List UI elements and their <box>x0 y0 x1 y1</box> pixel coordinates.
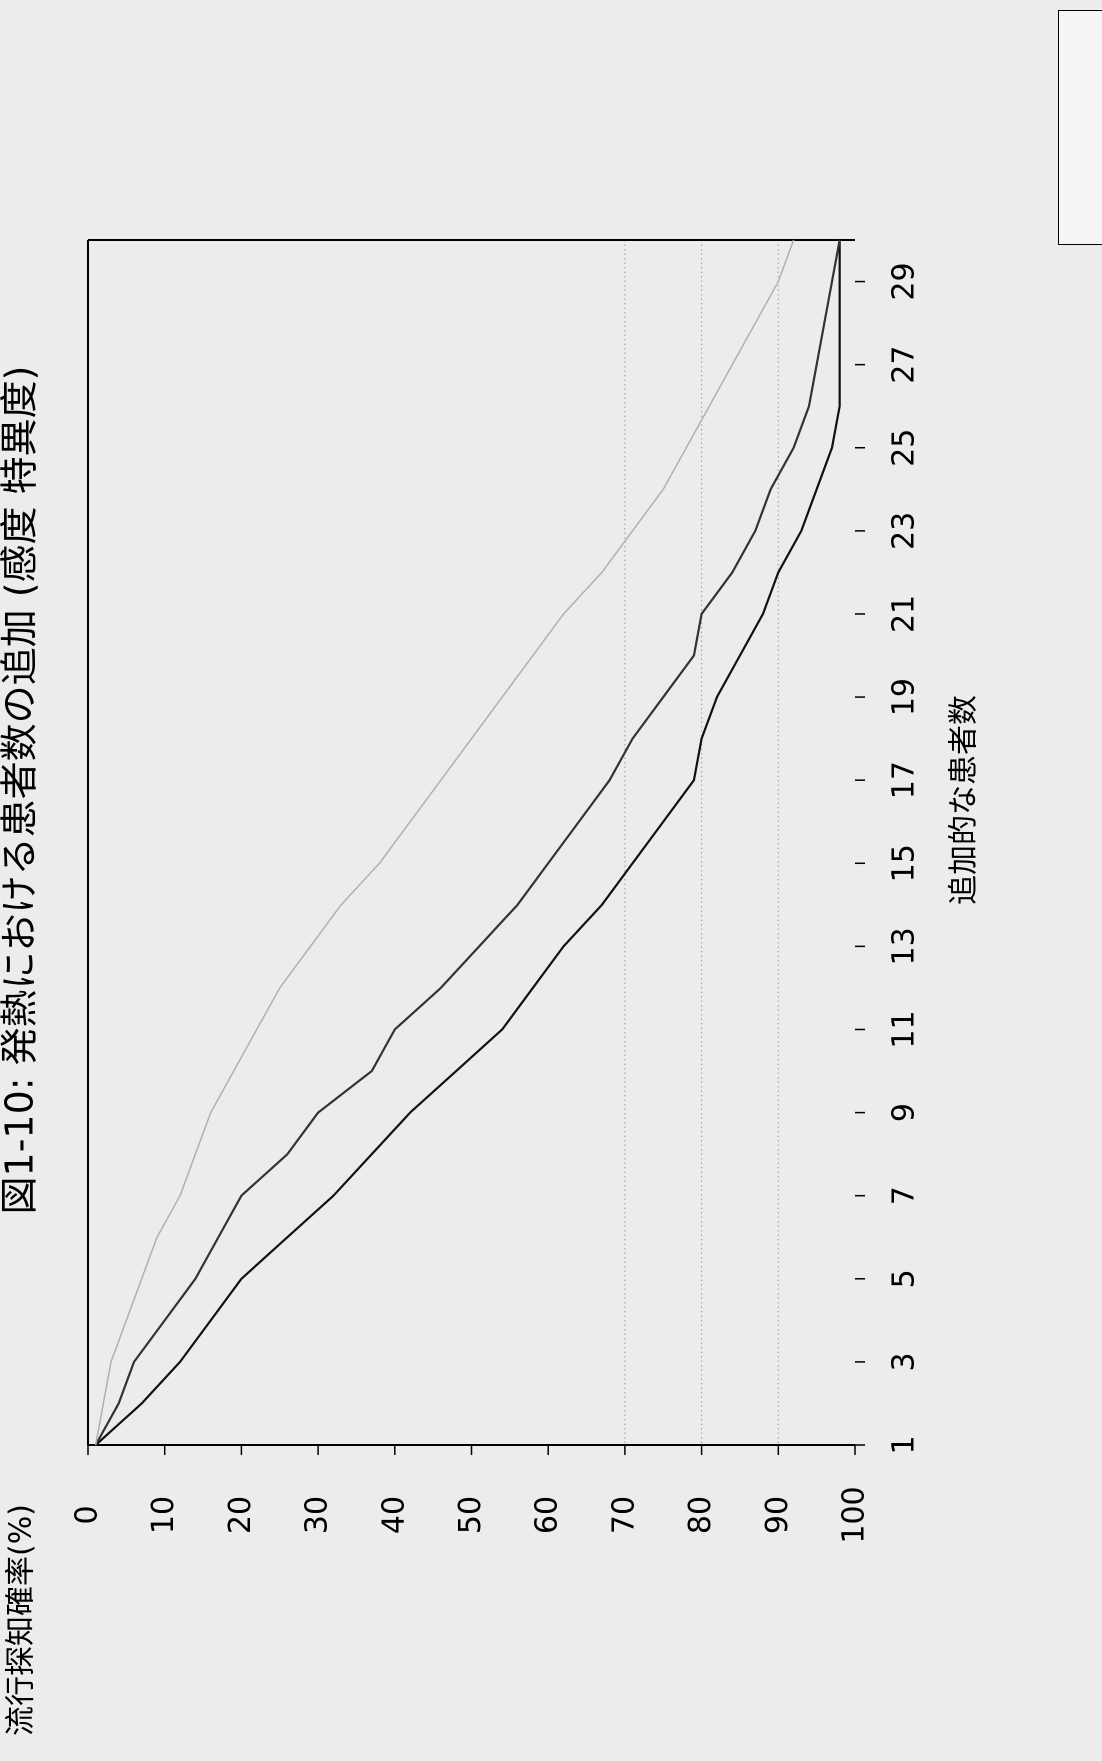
x-tick-label: 23 <box>887 512 922 550</box>
y-tick-label: 50 <box>453 1496 488 1534</box>
x-tick-label: 19 <box>887 678 922 716</box>
series-line-2 <box>94 239 795 1446</box>
y-tick-label: 80 <box>683 1496 718 1534</box>
x-tick-label: 17 <box>887 761 922 799</box>
x-tick-label: 27 <box>887 346 922 384</box>
y-tick-label: 30 <box>300 1496 335 1534</box>
y-tick-label: 40 <box>376 1496 411 1534</box>
x-tick-label: 7 <box>887 1186 922 1205</box>
x-tick-label: 1 <box>887 1435 922 1454</box>
x-axis-title: 追加的な患者数 <box>947 695 982 905</box>
y-tick-label: 90 <box>760 1496 795 1534</box>
series-line-0 <box>94 240 841 1446</box>
x-tick-label: 21 <box>887 595 922 633</box>
x-tick-label: 13 <box>887 927 922 965</box>
y-tick-label: 70 <box>606 1496 641 1534</box>
x-tick-label: 29 <box>887 262 922 300</box>
y-tick-label: 60 <box>530 1496 565 1534</box>
x-tick-label: 3 <box>887 1352 922 1371</box>
series-line-1 <box>94 239 841 1446</box>
y-axis-title: 流行探知確率(%) <box>4 1504 39 1736</box>
y-tick-label: 10 <box>146 1496 181 1534</box>
y-tick-label: 0 <box>70 1505 105 1524</box>
x-tick-label: 9 <box>887 1103 922 1122</box>
x-tick-label: 25 <box>887 429 922 467</box>
legend-box <box>1058 10 1102 245</box>
y-tick-label: 100 <box>837 1486 872 1543</box>
x-tick-label: 15 <box>887 844 922 882</box>
y-tick-label: 20 <box>223 1496 258 1534</box>
x-tick-label: 11 <box>887 1010 922 1048</box>
x-tick-label: 5 <box>887 1269 922 1288</box>
chart-title: 図1-10: 発熱における患者数の追加 (感度 特異度) <box>0 366 42 1215</box>
